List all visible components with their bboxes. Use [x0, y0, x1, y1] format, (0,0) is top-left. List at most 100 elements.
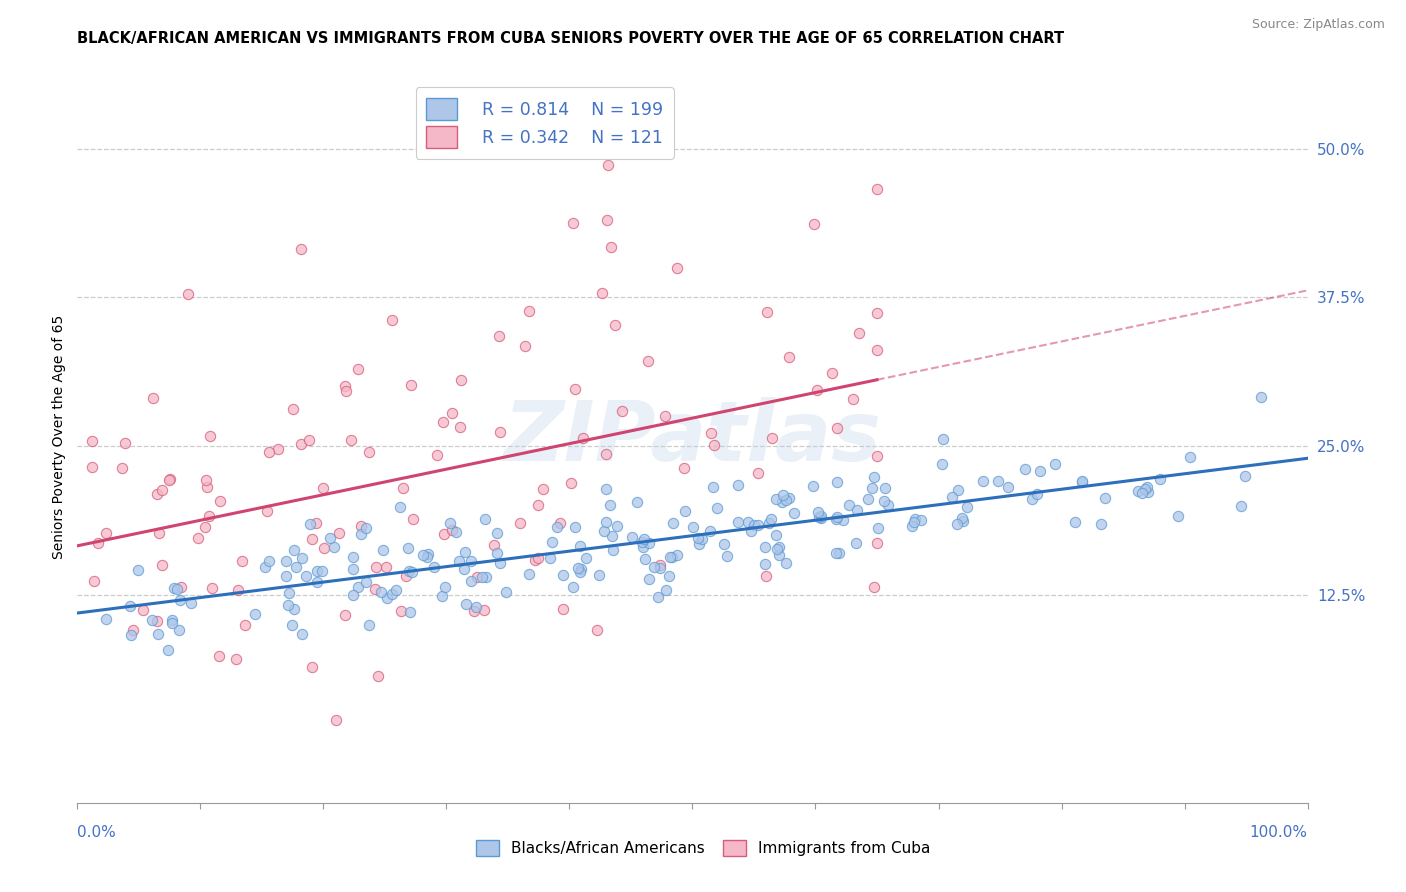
Point: [1029, 464, 1052, 478]
Point: [513, 339, 536, 353]
Point: [866, 536, 889, 550]
Point: [381, 312, 404, 326]
Point: [517, 566, 540, 581]
Point: [603, 318, 626, 333]
Point: [399, 605, 422, 619]
Point: [440, 524, 463, 538]
Point: [754, 540, 776, 554]
Point: [488, 328, 510, 343]
Point: [335, 384, 357, 398]
Point: [401, 512, 423, 526]
Point: [94, 525, 117, 540]
Point: [754, 557, 776, 571]
Point: [350, 519, 373, 533]
Point: [281, 618, 304, 632]
Point: [778, 350, 800, 364]
Point: [903, 515, 925, 529]
Point: [946, 517, 969, 532]
Point: [290, 437, 312, 451]
Point: [740, 524, 762, 538]
Point: [118, 599, 141, 613]
Point: [803, 217, 825, 231]
Point: [208, 649, 231, 664]
Point: [163, 581, 186, 595]
Point: [127, 563, 149, 577]
Point: [612, 404, 634, 418]
Point: [197, 508, 219, 523]
Point: [474, 512, 496, 526]
Point: [875, 482, 897, 496]
Point: [952, 514, 974, 528]
Point: [872, 494, 894, 508]
Point: [283, 542, 305, 557]
Point: [1064, 515, 1087, 529]
Point: [440, 406, 463, 420]
Point: [122, 623, 145, 637]
Point: [488, 425, 510, 440]
Point: [808, 510, 831, 524]
Point: [1021, 491, 1043, 506]
Point: [257, 445, 280, 459]
Point: [449, 420, 471, 434]
Point: [257, 553, 280, 567]
Point: [519, 303, 541, 318]
Point: [209, 494, 232, 508]
Point: [328, 526, 350, 541]
Point: [285, 559, 308, 574]
Point: [422, 560, 444, 574]
Point: [509, 516, 531, 531]
Point: [630, 535, 652, 549]
Point: [540, 534, 562, 549]
Point: [160, 613, 183, 627]
Point: [291, 551, 314, 566]
Point: [276, 569, 298, 583]
Point: [755, 568, 778, 582]
Point: [359, 445, 381, 459]
Point: [489, 556, 512, 570]
Point: [825, 421, 848, 435]
Point: [825, 510, 848, 524]
Point: [659, 550, 682, 565]
Point: [472, 602, 495, 616]
Legend: Blacks/African Americans, Immigrants from Cuba: Blacks/African Americans, Immigrants fro…: [470, 834, 936, 862]
Point: [831, 512, 853, 526]
Point: [391, 481, 413, 495]
Point: [626, 495, 648, 509]
Point: [389, 604, 412, 618]
Point: [666, 261, 689, 276]
Point: [572, 431, 595, 445]
Point: [482, 538, 505, 552]
Point: [347, 362, 370, 376]
Point: [713, 537, 735, 551]
Point: [80, 459, 103, 474]
Point: [465, 570, 488, 584]
Point: [432, 526, 454, 541]
Point: [370, 585, 392, 599]
Point: [737, 516, 759, 530]
Point: [381, 587, 404, 601]
Point: [866, 521, 889, 535]
Point: [322, 540, 344, 554]
Point: [398, 564, 420, 578]
Point: [187, 531, 209, 545]
Point: [575, 550, 598, 565]
Point: [142, 391, 165, 405]
Point: [606, 519, 628, 533]
Point: [274, 554, 297, 568]
Point: [146, 627, 169, 641]
Point: [877, 498, 900, 512]
Point: [658, 569, 681, 583]
Point: [157, 473, 180, 487]
Text: 0.0%: 0.0%: [77, 825, 117, 840]
Point: [810, 509, 832, 524]
Point: [399, 378, 422, 392]
Point: [941, 490, 963, 504]
Point: [866, 449, 889, 463]
Point: [333, 379, 356, 393]
Point: [277, 598, 299, 612]
Point: [654, 409, 676, 424]
Point: [716, 549, 738, 563]
Point: [866, 306, 889, 320]
Point: [956, 500, 979, 515]
Point: [366, 559, 388, 574]
